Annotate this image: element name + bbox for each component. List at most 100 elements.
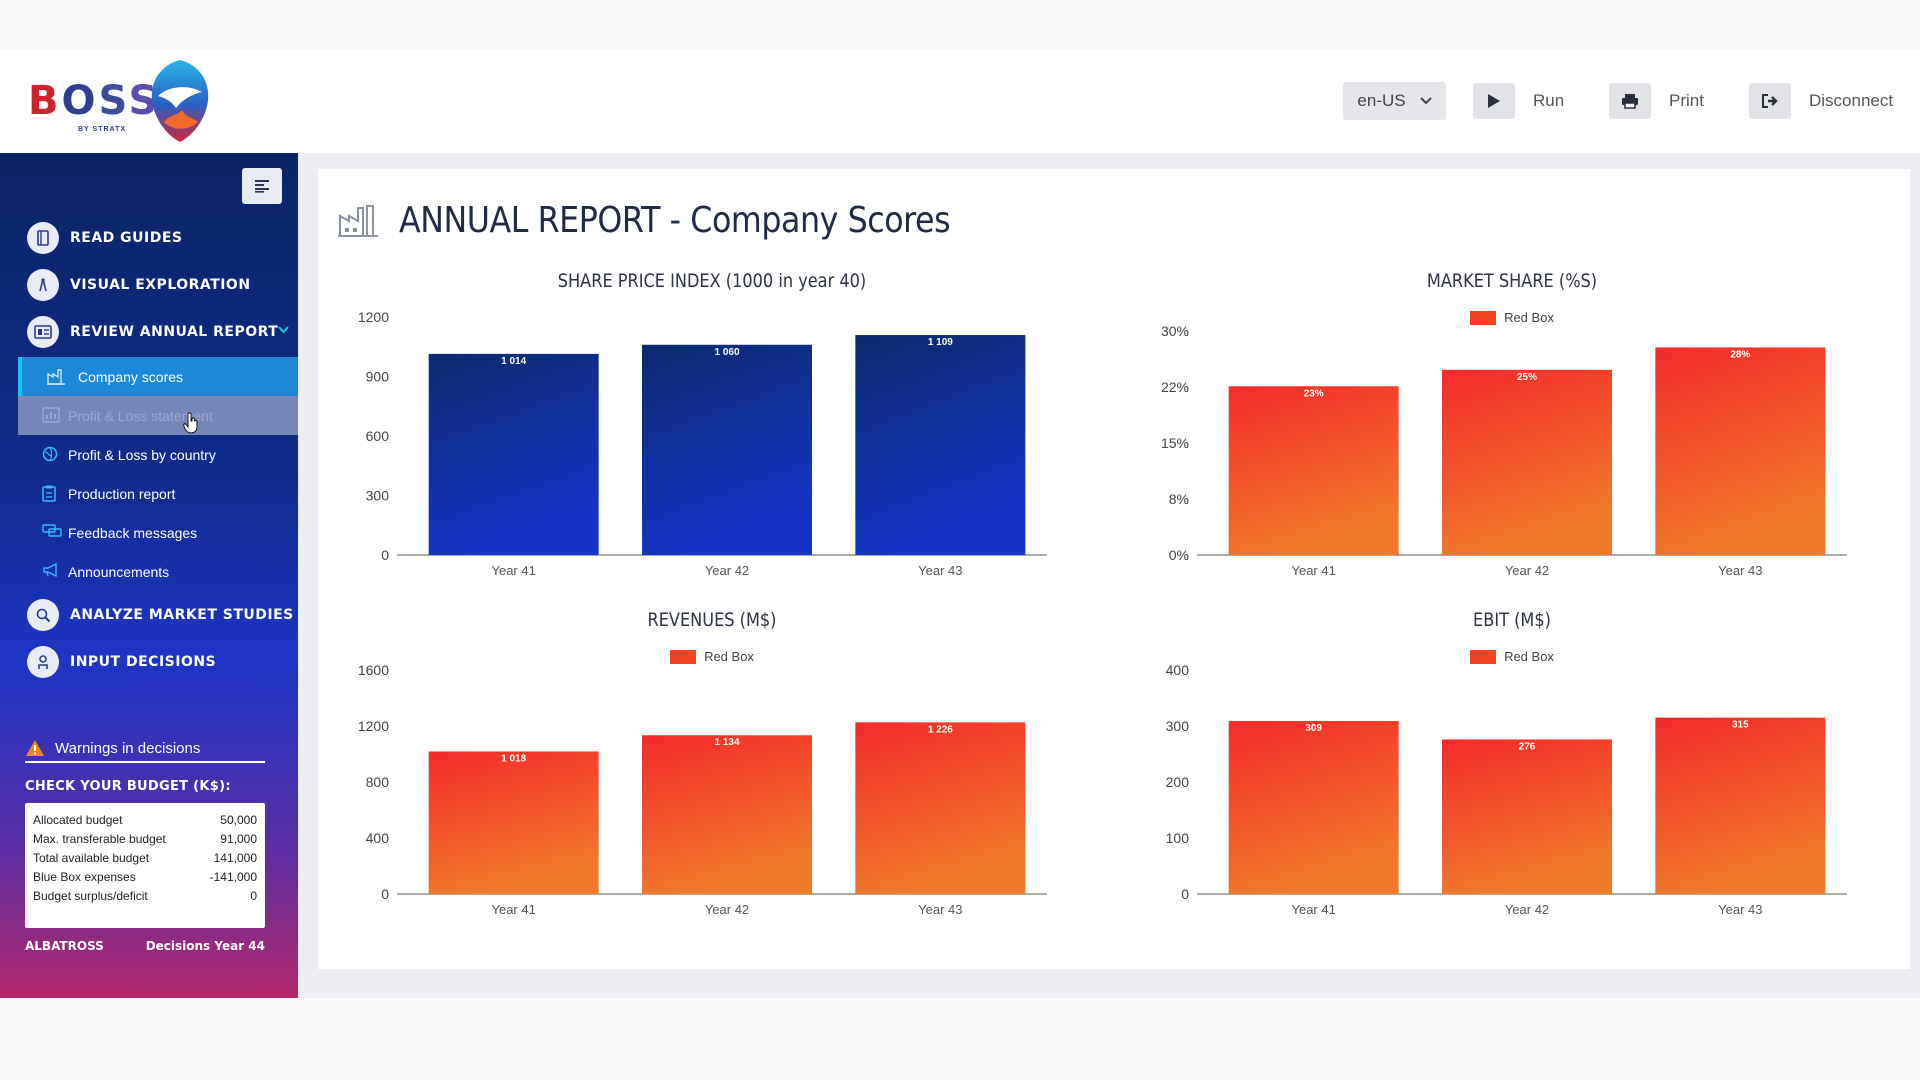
sidebar-item-label: Company scores [78,368,184,385]
legend-label: Red Box [1504,649,1554,664]
bar[interactable] [1655,717,1826,894]
data-label: 1 060 [714,347,739,358]
bar[interactable] [1442,369,1612,555]
sidebar: READ GUIDES VISUAL EXPLORATION REVIEW AN… [0,153,298,998]
y-tick-label: 0 [1181,886,1189,902]
budget-row: Max. transferable budget 91,000 [33,832,257,846]
nav-visual-exploration[interactable]: VISUAL EXPLORATION [0,265,298,305]
nav-input-decisions-label: INPUT DECISIONS [70,654,217,670]
bar[interactable] [428,751,599,894]
sidebar-item-label: Production report [68,485,176,502]
sidebar-item-production-report[interactable]: Production report [18,474,298,513]
data-label: 1 134 [714,737,739,748]
warnings-label: Warnings in decisions [55,739,201,757]
report-icon [27,316,59,348]
x-tick-label: Year 41 [491,563,535,578]
nav-review-annual-report[interactable]: REVIEW ANNUAL REPORT [0,312,298,352]
book-icon [27,222,59,254]
run-button[interactable]: Run [1473,82,1564,120]
disconnect-button[interactable]: Disconnect [1749,82,1893,120]
data-label: 309 [1305,723,1322,734]
logo-wordmark: BOSS [28,78,161,124]
magnifier-icon [27,599,59,631]
legend-label: Red Box [1504,310,1554,325]
bar[interactable] [1228,720,1399,894]
budget-table: Allocated budget 50,000 Max. transferable… [25,803,265,928]
data-label: 25% [1517,372,1537,383]
legend-swatch [670,649,697,664]
x-tick-label: Year 42 [705,563,749,578]
decisions-icon [27,646,59,678]
y-tick-label: 300 [1166,718,1190,734]
sidebar-item-label: Announcements [68,563,170,580]
boss-logo[interactable]: BOSS BY STRATX [28,56,218,148]
sidebar-item-label: Profit & Loss by country [68,446,216,463]
data-label: 28% [1730,349,1750,360]
sidebar-item-company-scores[interactable]: Company scores [18,357,298,396]
revenues-chart: REVENUES (M$) Red Box 0 400 800 1200 1600 1 0… [337,609,1087,929]
warning-icon [26,740,44,756]
y-tick-label: 800 [366,774,390,790]
bar[interactable] [428,353,599,555]
data-label: 276 [1519,741,1536,752]
decisions-year: Decisions Year 44 [145,939,265,953]
y-tick-label: 1600 [358,662,389,678]
bar[interactable] [642,344,812,555]
bar[interactable] [855,722,1026,894]
budget-row: Blue Box expenses -141,000 [33,870,257,884]
data-label: 1 018 [501,753,526,764]
bar[interactable] [1442,739,1612,894]
x-tick-label: Year 42 [1505,563,1549,578]
data-label: 1 226 [928,724,953,735]
y-tick-label: 200 [1166,774,1190,790]
sidebar-item-announcements[interactable]: Announcements [18,552,298,591]
print-button[interactable]: Print [1609,82,1704,120]
run-label: Run [1533,91,1565,110]
y-tick-label: 900 [366,369,390,385]
x-tick-label: Year 41 [491,902,535,917]
sidebar-item-profit-loss-by-country[interactable]: Profit & Loss by country [18,435,298,474]
legend-swatch [1470,649,1497,664]
chevron-down-icon [1419,97,1432,105]
compass-icon [27,269,59,301]
chart-legend[interactable]: Red Box [337,649,1087,664]
page-header: ANNUAL REPORT - Company Scores [337,200,1025,241]
budget-row: Allocated budget 50,000 [33,813,257,827]
play-icon [1473,83,1515,119]
bar[interactable] [642,735,812,894]
chart-legend[interactable]: Red Box [1137,310,1887,325]
nav-visual-exploration-label: VISUAL EXPLORATION [70,277,251,293]
sidebar-item-profit-loss-statement[interactable]: Profit & Loss statement [18,396,298,435]
bar[interactable] [855,335,1026,555]
bar[interactable] [1655,347,1826,555]
align-left-icon [255,180,269,193]
nav-review-annual-report-label: REVIEW ANNUAL REPORT [70,324,279,340]
language-select[interactable]: en-US [1343,82,1446,120]
nav-read-guides[interactable]: READ GUIDES [0,218,298,258]
megaphone-icon [43,563,57,577]
x-tick-label: Year 43 [1718,563,1762,578]
y-tick-label: 400 [366,830,390,846]
y-tick-label: 1200 [358,309,389,325]
market-share-chart: MARKET SHARE (%S) Red Box 0% 8% 15% 22% 30% 2… [1137,270,1887,590]
sidebar-toggle-button[interactable] [242,168,282,204]
globe-icon [42,446,58,462]
sidebar-item-label: Feedback messages [68,524,198,541]
sidebar-item-feedback-messages[interactable]: Feedback messages [18,513,298,552]
y-tick-label: 8% [1169,491,1189,507]
nav-analyze-market-studies[interactable]: ANALYZE MARKET STUDIES [0,595,298,635]
chart-title: MARKET SHARE (%S) [1426,270,1598,292]
chart-title: EBIT (M$) [1473,609,1551,631]
y-tick-label: 0% [1169,547,1189,563]
budget-title: CHECK YOUR BUDGET (K$): [25,779,231,794]
x-tick-label: Year 42 [1505,902,1549,917]
nav-input-decisions[interactable]: INPUT DECISIONS [0,642,298,682]
x-tick-label: Year 41 [1291,902,1335,917]
nav-analyze-market-studies-label: ANALYZE MARKET STUDIES [70,607,294,623]
company-name: ALBATROSS [25,939,104,953]
bar[interactable] [1228,386,1399,555]
warnings-in-decisions[interactable]: Warnings in decisions [25,739,265,763]
sidebar-footer: ALBATROSS Decisions Year 44 [25,939,265,953]
chart-legend[interactable]: Red Box [1137,649,1887,664]
printer-icon [1609,83,1651,119]
